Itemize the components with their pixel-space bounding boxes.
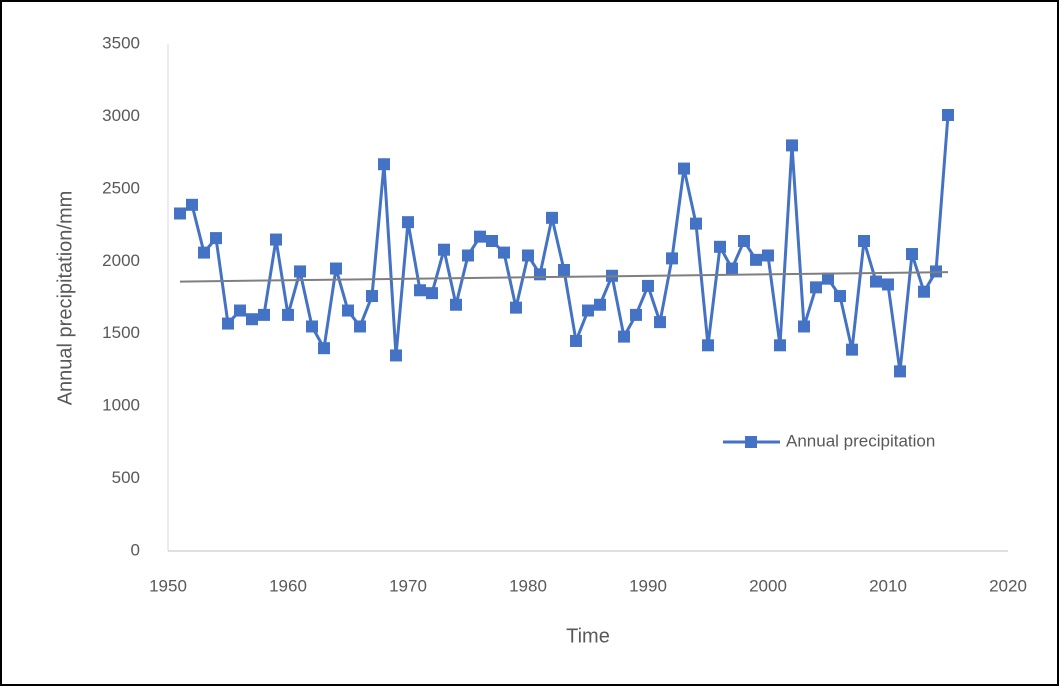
marker	[822, 272, 834, 285]
x-tick-label: 1960	[269, 576, 307, 595]
marker	[198, 246, 210, 259]
marker	[186, 198, 198, 211]
marker	[894, 365, 906, 378]
marker	[906, 248, 918, 261]
marker	[258, 308, 270, 321]
marker	[546, 211, 558, 224]
marker	[330, 262, 342, 275]
marker	[462, 249, 474, 262]
marker	[498, 246, 510, 259]
x-tick-label: 2010	[869, 576, 907, 595]
marker	[570, 334, 582, 347]
marker	[666, 252, 678, 265]
marker	[534, 268, 546, 281]
legend-marker	[745, 436, 757, 448]
marker	[690, 217, 702, 230]
marker	[642, 279, 654, 292]
trend-line	[179, 271, 949, 283]
marker	[414, 284, 426, 297]
marker	[582, 304, 594, 317]
marker	[678, 162, 690, 175]
marker	[594, 298, 606, 311]
marker	[390, 349, 402, 362]
marker	[510, 301, 522, 314]
marker	[618, 330, 630, 343]
marker	[450, 298, 462, 311]
y-tick-label: 2500	[102, 178, 140, 197]
marker	[318, 342, 330, 355]
marker	[522, 249, 534, 262]
marker	[282, 308, 294, 321]
marker	[702, 339, 714, 352]
marker	[942, 108, 954, 121]
marker	[402, 216, 414, 229]
marker	[738, 235, 750, 248]
marker	[918, 285, 930, 298]
y-axis-title: Annual precipitation/mm	[54, 191, 76, 406]
marker	[750, 253, 762, 266]
marker	[882, 278, 894, 291]
marker	[558, 263, 570, 276]
y-tick-label: 3500	[102, 33, 140, 52]
marker	[786, 139, 798, 152]
marker	[762, 249, 774, 262]
y-tick-label: 3000	[102, 106, 140, 125]
y-tick-label: 2000	[102, 251, 140, 270]
marker	[486, 235, 498, 248]
marker	[174, 207, 186, 220]
y-tick-label: 1000	[102, 396, 140, 415]
marker	[210, 232, 222, 245]
marker	[366, 290, 378, 303]
x-tick-label: 1970	[389, 576, 427, 595]
marker	[810, 281, 822, 294]
marker	[306, 320, 318, 333]
marker	[834, 290, 846, 303]
marker	[426, 287, 438, 300]
marker	[354, 320, 366, 333]
marker	[726, 262, 738, 275]
marker	[714, 240, 726, 253]
y-tick-label: 0	[131, 540, 140, 559]
marker	[222, 317, 234, 330]
x-tick-label: 1990	[629, 576, 667, 595]
marker	[378, 158, 390, 171]
marker	[654, 316, 666, 329]
marker	[342, 304, 354, 317]
marker	[870, 275, 882, 288]
marker	[774, 339, 786, 352]
x-tick-label: 2000	[749, 576, 787, 595]
marker	[798, 320, 810, 333]
marker	[270, 233, 282, 246]
x-axis-title: Time	[566, 625, 610, 647]
x-tick-label: 1950	[149, 576, 187, 595]
marker	[474, 230, 486, 243]
x-tick-label: 2020	[989, 576, 1027, 595]
y-tick-label: 1500	[102, 323, 140, 342]
marker	[294, 265, 306, 278]
marker	[630, 308, 642, 321]
y-tick-label: 500	[112, 468, 140, 487]
marker	[246, 313, 258, 326]
marker	[234, 304, 246, 317]
legend-label: Annual precipitation	[786, 431, 935, 450]
x-tick-label: 1980	[509, 576, 547, 595]
marker	[858, 235, 870, 248]
marker	[438, 243, 450, 256]
marker	[846, 343, 858, 356]
